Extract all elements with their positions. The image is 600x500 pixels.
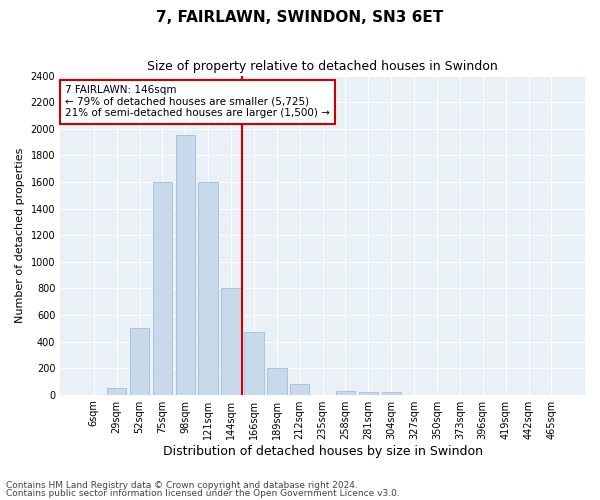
Bar bbox=[336, 390, 355, 394]
Bar bbox=[107, 388, 127, 394]
Bar bbox=[359, 392, 378, 394]
Bar bbox=[382, 392, 401, 394]
Text: 7 FAIRLAWN: 146sqm
← 79% of detached houses are smaller (5,725)
21% of semi-deta: 7 FAIRLAWN: 146sqm ← 79% of detached hou… bbox=[65, 85, 330, 118]
X-axis label: Distribution of detached houses by size in Swindon: Distribution of detached houses by size … bbox=[163, 444, 482, 458]
Text: 7, FAIRLAWN, SWINDON, SN3 6ET: 7, FAIRLAWN, SWINDON, SN3 6ET bbox=[157, 10, 443, 25]
Text: Contains HM Land Registry data © Crown copyright and database right 2024.: Contains HM Land Registry data © Crown c… bbox=[6, 481, 358, 490]
Bar bbox=[176, 136, 195, 394]
Bar bbox=[221, 288, 241, 395]
Bar bbox=[130, 328, 149, 394]
Bar bbox=[267, 368, 287, 394]
Bar bbox=[290, 384, 310, 394]
Y-axis label: Number of detached properties: Number of detached properties bbox=[15, 148, 25, 323]
Bar bbox=[244, 332, 263, 394]
Bar bbox=[199, 182, 218, 394]
Bar bbox=[152, 182, 172, 394]
Text: Contains public sector information licensed under the Open Government Licence v3: Contains public sector information licen… bbox=[6, 488, 400, 498]
Title: Size of property relative to detached houses in Swindon: Size of property relative to detached ho… bbox=[147, 60, 498, 73]
